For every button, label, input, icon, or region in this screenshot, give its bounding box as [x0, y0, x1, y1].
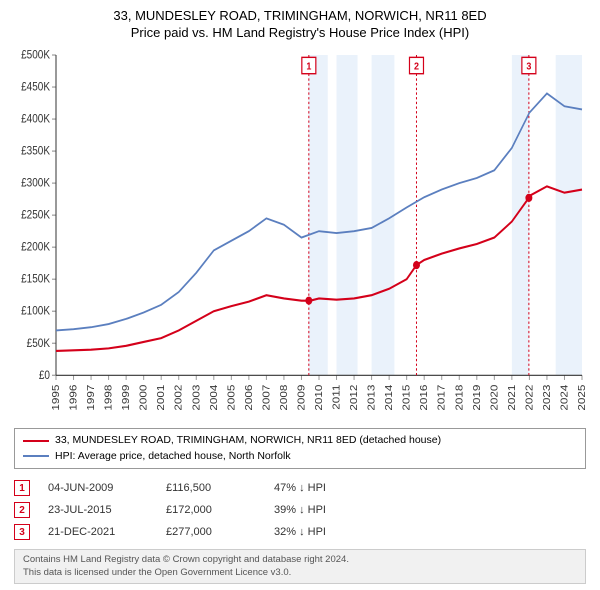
svg-text:2000: 2000	[138, 384, 149, 410]
svg-text:£450K: £450K	[21, 81, 51, 94]
sales-row-3: 3 21-DEC-2021 £277,000 32% ↓ HPI	[14, 521, 586, 543]
svg-text:2011: 2011	[331, 384, 342, 409]
svg-text:£50K: £50K	[27, 337, 51, 350]
svg-text:2013: 2013	[366, 384, 377, 410]
svg-text:£100K: £100K	[21, 305, 51, 318]
svg-text:2007: 2007	[261, 384, 272, 410]
sales-row-2: 2 23-JUL-2015 £172,000 39% ↓ HPI	[14, 499, 586, 521]
sale-date-1: 04-JUN-2009	[48, 482, 148, 494]
svg-text:2025: 2025	[577, 384, 588, 410]
svg-text:2015: 2015	[401, 384, 412, 410]
sale-pct-3: 32% ↓ HPI	[274, 526, 326, 538]
svg-text:2022: 2022	[524, 384, 535, 410]
svg-text:2018: 2018	[454, 384, 465, 410]
svg-text:£350K: £350K	[21, 145, 51, 158]
svg-text:2014: 2014	[384, 384, 395, 410]
sale-price-1: £116,500	[166, 482, 256, 494]
sale-price-2: £172,000	[166, 504, 256, 516]
chart-title-line2: Price paid vs. HM Land Registry's House …	[10, 25, 590, 42]
svg-text:1996: 1996	[68, 384, 79, 410]
sale-date-3: 21-DEC-2021	[48, 526, 148, 538]
svg-text:2023: 2023	[542, 384, 553, 410]
svg-text:2017: 2017	[436, 384, 447, 410]
svg-text:£500K: £500K	[21, 49, 51, 62]
svg-text:2006: 2006	[244, 384, 255, 410]
svg-text:2012: 2012	[349, 384, 360, 410]
svg-text:2005: 2005	[226, 384, 237, 410]
legend-item-price-paid: 33, MUNDESLEY ROAD, TRIMINGHAM, NORWICH,…	[23, 433, 577, 449]
sales-row-1: 1 04-JUN-2009 £116,500 47% ↓ HPI	[14, 477, 586, 499]
legend-box: 33, MUNDESLEY ROAD, TRIMINGHAM, NORWICH,…	[14, 428, 586, 470]
svg-text:1998: 1998	[103, 384, 114, 410]
sale-date-2: 23-JUL-2015	[48, 504, 148, 516]
footer-line1: Contains HM Land Registry data © Crown c…	[23, 554, 577, 566]
sale-marker-3: 3	[14, 524, 30, 540]
legend-swatch-price-paid	[23, 440, 49, 442]
svg-text:1: 1	[306, 61, 312, 73]
attribution-footer: Contains HM Land Registry data © Crown c…	[14, 549, 586, 584]
sales-table: 1 04-JUN-2009 £116,500 47% ↓ HPI 2 23-JU…	[14, 477, 586, 543]
chart-area: £0 £50K £100K £150K £200K £250K £300K £350K £400…	[10, 48, 590, 422]
legend-label-hpi: HPI: Average price, detached house, Nort…	[55, 449, 291, 465]
svg-text:2019: 2019	[472, 384, 483, 410]
svg-text:£250K: £250K	[21, 209, 51, 222]
svg-text:£150K: £150K	[21, 273, 51, 286]
svg-text:1997: 1997	[86, 384, 97, 410]
sale-pct-2: 39% ↓ HPI	[274, 504, 326, 516]
line-chart-svg: £0 £50K £100K £150K £200K £250K £300K £350K £400…	[10, 48, 590, 422]
legend-swatch-hpi	[23, 455, 49, 457]
page-container: 33, MUNDESLEY ROAD, TRIMINGHAM, NORWICH,…	[0, 0, 600, 590]
legend-label-price-paid: 33, MUNDESLEY ROAD, TRIMINGHAM, NORWICH,…	[55, 433, 441, 449]
svg-text:3: 3	[526, 61, 532, 73]
svg-text:1995: 1995	[51, 384, 62, 410]
svg-text:2016: 2016	[419, 384, 430, 410]
svg-text:2: 2	[414, 61, 420, 73]
svg-text:£300K: £300K	[21, 177, 51, 190]
svg-text:2003: 2003	[191, 384, 202, 410]
chart-title-block: 33, MUNDESLEY ROAD, TRIMINGHAM, NORWICH,…	[10, 8, 590, 42]
legend-item-hpi: HPI: Average price, detached house, Nort…	[23, 449, 577, 465]
svg-text:£0: £0	[39, 369, 50, 382]
svg-text:2010: 2010	[314, 384, 325, 410]
svg-text:2024: 2024	[559, 384, 570, 410]
svg-text:2002: 2002	[173, 384, 184, 410]
svg-text:2020: 2020	[489, 384, 500, 410]
svg-text:2001: 2001	[156, 384, 167, 410]
svg-text:2009: 2009	[296, 384, 307, 410]
sale-marker-2: 2	[14, 502, 30, 518]
footer-line2: This data is licensed under the Open Gov…	[23, 567, 577, 579]
sale-price-3: £277,000	[166, 526, 256, 538]
svg-text:2021: 2021	[507, 384, 518, 410]
svg-text:1999: 1999	[121, 384, 132, 410]
svg-text:£200K: £200K	[21, 241, 51, 254]
svg-text:£400K: £400K	[21, 113, 51, 126]
chart-title-line1: 33, MUNDESLEY ROAD, TRIMINGHAM, NORWICH,…	[10, 8, 590, 25]
svg-text:2004: 2004	[209, 384, 220, 410]
sale-marker-1: 1	[14, 480, 30, 496]
svg-text:2008: 2008	[279, 384, 290, 410]
sale-pct-1: 47% ↓ HPI	[274, 482, 326, 494]
